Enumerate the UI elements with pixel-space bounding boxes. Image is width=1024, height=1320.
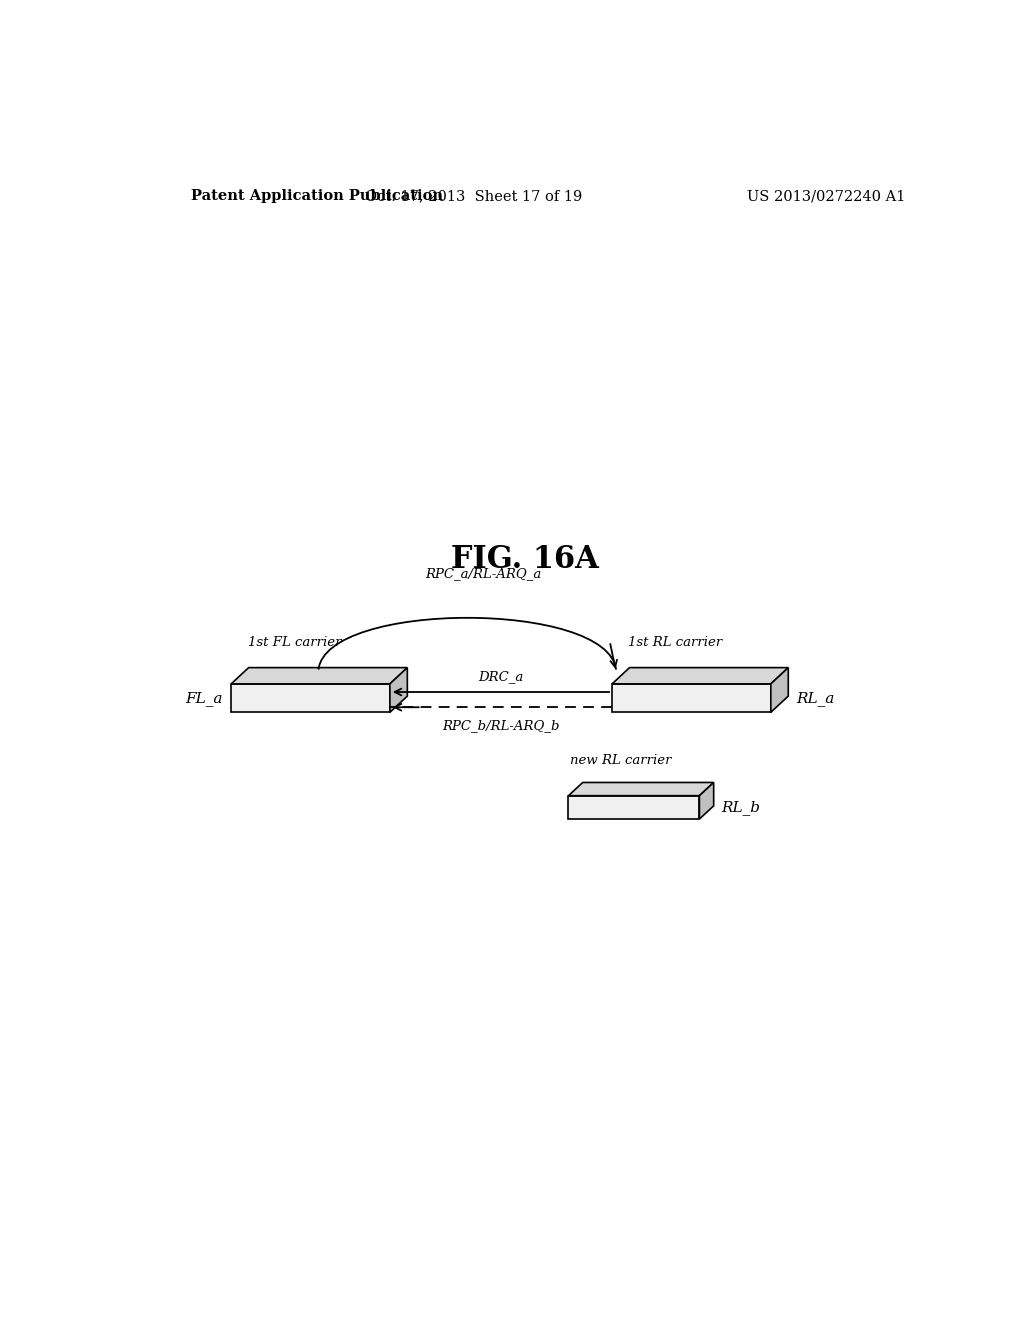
Text: Oct. 17, 2013  Sheet 17 of 19: Oct. 17, 2013 Sheet 17 of 19: [365, 189, 582, 203]
Text: RPC_b/RL-ARQ_b: RPC_b/RL-ARQ_b: [442, 719, 560, 733]
Polygon shape: [612, 668, 788, 684]
Text: FL_a: FL_a: [185, 690, 223, 706]
Polygon shape: [231, 684, 390, 713]
Polygon shape: [390, 668, 408, 713]
Polygon shape: [612, 684, 771, 713]
Polygon shape: [699, 783, 714, 818]
Polygon shape: [231, 668, 408, 684]
Text: US 2013/0272240 A1: US 2013/0272240 A1: [748, 189, 905, 203]
Text: 1st FL carrier: 1st FL carrier: [248, 636, 341, 649]
Polygon shape: [771, 668, 788, 713]
Text: new RL carrier: new RL carrier: [570, 754, 672, 767]
Text: RL_b: RL_b: [722, 800, 761, 814]
Text: Patent Application Publication: Patent Application Publication: [191, 189, 443, 203]
Text: DRC_a: DRC_a: [478, 669, 523, 682]
Text: RPC_a/RL-ARQ_a: RPC_a/RL-ARQ_a: [425, 568, 542, 581]
Polygon shape: [568, 783, 714, 796]
Polygon shape: [568, 796, 699, 818]
Text: 1st RL carrier: 1st RL carrier: [629, 636, 723, 649]
Text: RL_a: RL_a: [797, 690, 835, 706]
Text: FIG. 16A: FIG. 16A: [451, 544, 599, 576]
